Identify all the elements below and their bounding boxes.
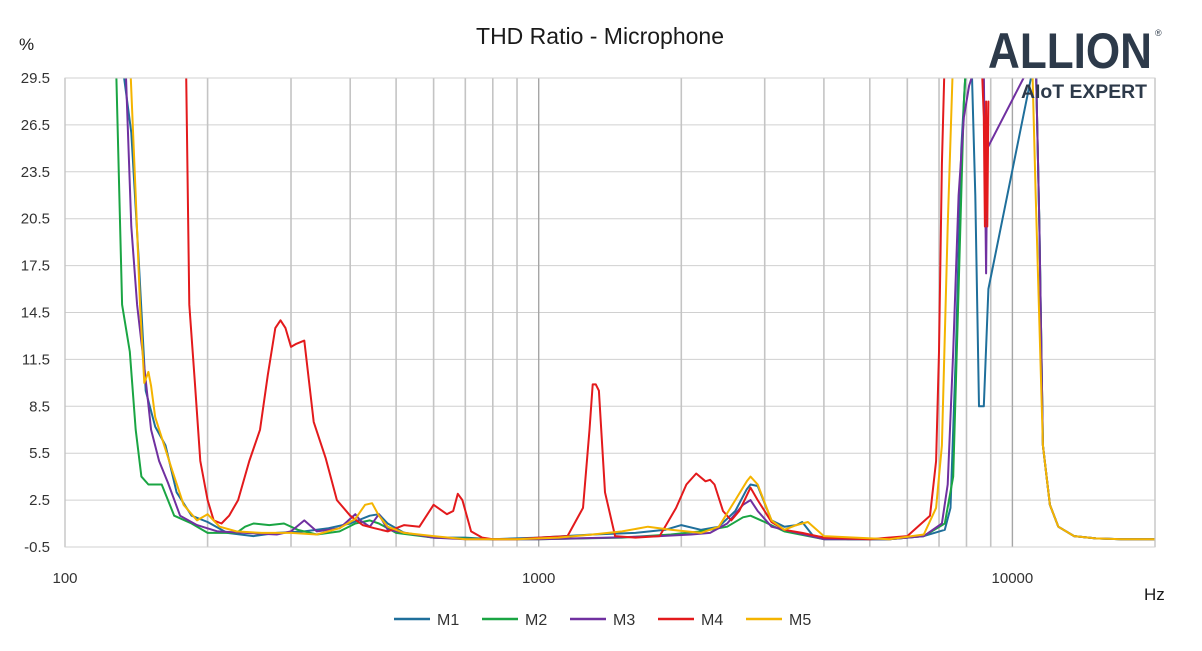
y-tick-label: 29.5 (21, 70, 50, 87)
x-tick-label: 1000 (522, 570, 555, 587)
series-line-m4 (185, 78, 990, 541)
x-tick-label: 100 (52, 570, 77, 587)
y-tick-label: -0.5 (24, 539, 50, 556)
y-tick-label: 5.5 (29, 445, 50, 462)
y-tick-label: 20.5 (21, 211, 50, 228)
y-tick-label: 11.5 (22, 351, 50, 368)
x-axis-ticks: 100 1000 10000 (52, 570, 1033, 587)
legend-label-m5: M5 (789, 612, 811, 629)
series-line-m1 (123, 78, 1155, 541)
x-tick-label: 10000 (992, 570, 1034, 587)
plot-frame (64, 77, 1156, 548)
y-axis-unit: % (19, 35, 34, 54)
legend-label-m2: M2 (525, 612, 547, 629)
y-tick-label: 17.5 (21, 258, 50, 275)
legend-label-m4: M4 (701, 612, 723, 629)
y-tick-label: 23.5 (21, 164, 50, 181)
y-tick-label: 2.5 (29, 492, 50, 509)
legend: M1 M2 M3 M4 M5 (394, 612, 811, 629)
series-lines (115, 78, 1155, 541)
legend-label-m1: M1 (437, 612, 459, 629)
y-tick-label: 8.5 (29, 398, 50, 415)
legend-label-m3: M3 (613, 612, 635, 629)
y-tick-label: 14.5 (21, 305, 50, 322)
y-tick-label: 26.5 (21, 117, 50, 134)
logo-wordmark: ALLION (988, 23, 1152, 79)
logo-tagline: AIoT EXPERT (1021, 82, 1147, 103)
y-axis-ticks: -0.5 2.5 5.5 8.5 11.5 14.5 17.5 20.5 23.5 26.5 29.… (21, 70, 50, 556)
logo-registered-mark: ® (1155, 28, 1162, 38)
series-line-m5 (129, 78, 1155, 541)
allion-logo: ALLION ® AIoT EXPERT (988, 23, 1162, 103)
x-axis-unit: Hz (1144, 585, 1165, 604)
chart-title: THD Ratio - Microphone (476, 23, 724, 49)
